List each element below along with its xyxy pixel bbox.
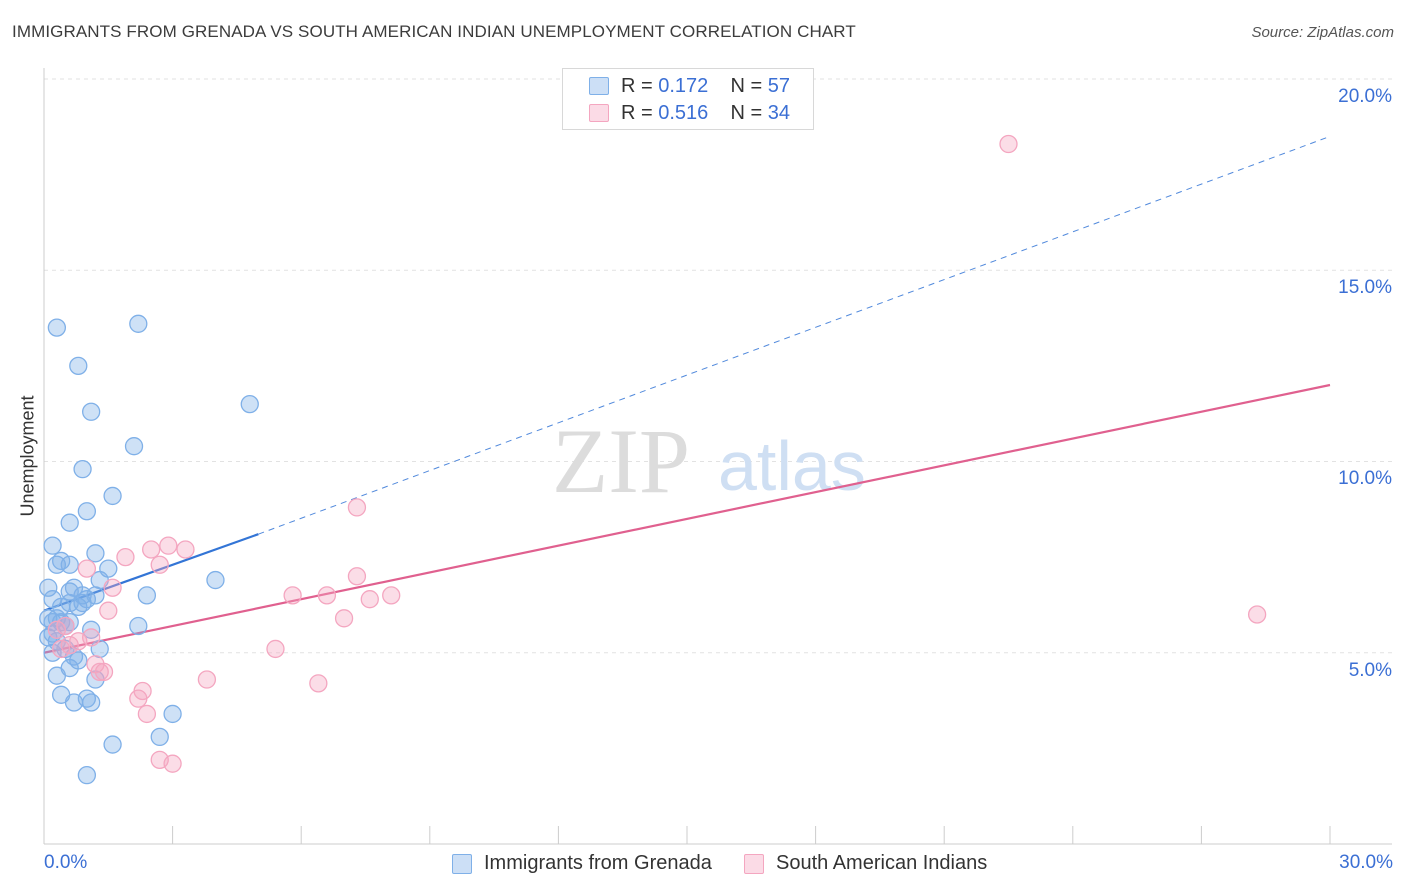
r-label: R =	[621, 75, 659, 97]
data-point-grenada	[69, 356, 88, 376]
data-point-south-american-indians	[56, 616, 75, 636]
data-point-south-american-indians	[1247, 605, 1267, 624]
bottom-legend-swatch-grenada	[452, 854, 472, 874]
data-point-south-american-indians	[197, 670, 217, 689]
data-point-south-american-indians	[176, 540, 195, 559]
data-point-grenada	[39, 578, 58, 597]
data-point-grenada	[82, 620, 101, 639]
data-point-south-american-indians	[137, 704, 157, 724]
bottom-legend-swatch-south-american-indians	[744, 854, 764, 874]
data-point-grenada	[103, 486, 122, 506]
data-point-grenada	[129, 314, 148, 333]
data-point-grenada	[163, 704, 182, 724]
data-point-south-american-indians	[163, 754, 182, 773]
data-point-south-american-indians	[94, 662, 114, 682]
data-point-grenada	[150, 727, 169, 747]
data-point-south-american-indians	[266, 639, 285, 659]
y-tick-label-5: 5.0%	[1348, 660, 1392, 681]
data-point-south-american-indians	[360, 590, 379, 609]
data-point-grenada	[73, 459, 92, 479]
data-point-grenada	[124, 437, 144, 456]
data-point-south-american-indians	[283, 586, 302, 605]
data-point-south-american-indians	[51, 639, 71, 659]
r-value-south-american-indians: 0.516	[658, 102, 709, 124]
watermark-zip: ZIP	[552, 410, 690, 512]
y-axis-label: Unemployment	[17, 395, 38, 517]
legend-swatch-grenada	[589, 77, 609, 95]
data-point-south-american-indians	[142, 540, 161, 559]
y-tick-label-10: 10.0%	[1338, 468, 1392, 489]
grid-lines	[44, 78, 1392, 654]
data-point-south-american-indians	[60, 635, 79, 655]
axes	[43, 68, 1392, 845]
data-point-south-american-indians	[334, 609, 354, 628]
data-point-south-american-indians	[347, 498, 367, 517]
data-point-grenada	[73, 586, 92, 605]
data-point-grenada	[82, 402, 101, 421]
scatter-points	[39, 134, 1267, 785]
n-label: N =	[730, 102, 768, 124]
watermark-atlas: atlas	[718, 427, 866, 505]
legend-stats-grenada: R = 0.172 N = 57	[621, 75, 790, 98]
data-point-south-american-indians	[309, 674, 328, 693]
data-point-south-american-indians	[99, 601, 118, 620]
data-point-south-american-indians	[347, 567, 367, 586]
n-value-south-american-indians: 34	[767, 102, 791, 124]
data-point-grenada	[60, 513, 79, 532]
data-point-grenada	[82, 693, 101, 712]
data-point-grenada	[240, 394, 259, 414]
trend-line-grenada-extrapolated	[258, 135, 1331, 535]
data-point-grenada	[77, 502, 97, 521]
legend-swatch-south-american-indians	[589, 104, 609, 122]
trend-line-south-american-indians	[43, 383, 1331, 654]
y-tick-label-15: 15.0%	[1338, 277, 1392, 298]
data-point-south-american-indians	[382, 586, 401, 605]
data-point-south-american-indians	[90, 662, 109, 682]
n-label: N =	[730, 75, 768, 97]
data-point-grenada	[47, 666, 67, 685]
chart-title: IMMIGRANTS FROM GRENADA VS SOUTH AMERICA…	[12, 22, 856, 41]
stats-legend: R = 0.172 N = 57 R = 0.516 N = 34	[562, 68, 814, 130]
bottom-legend-label-south-american-indians: South American Indians	[776, 852, 988, 874]
data-point-grenada	[43, 536, 62, 555]
data-point-grenada	[129, 616, 148, 636]
data-point-grenada	[86, 544, 105, 563]
legend-stats-south-american-indians: R = 0.516 N = 34	[621, 102, 790, 125]
data-point-grenada	[206, 570, 225, 590]
n-value-grenada: 57	[767, 75, 791, 97]
data-point-south-american-indians	[69, 632, 88, 651]
data-point-grenada	[103, 735, 122, 754]
data-point-south-american-indians	[77, 559, 97, 578]
data-point-south-american-indians	[159, 536, 178, 555]
data-point-south-american-indians	[150, 555, 169, 574]
data-point-south-american-indians	[129, 689, 148, 708]
data-point-south-american-indians	[103, 578, 122, 597]
data-point-grenada	[77, 766, 97, 785]
chart-source: Source: ZipAtlas.com	[1251, 24, 1394, 41]
data-point-south-american-indians	[47, 620, 67, 639]
data-point-grenada	[47, 318, 67, 337]
data-point-grenada	[137, 586, 157, 605]
data-point-south-american-indians	[116, 547, 135, 567]
data-point-grenada	[43, 643, 62, 662]
bottom-legend-label-grenada: Immigrants from Grenada	[484, 852, 712, 874]
data-point-south-american-indians	[999, 134, 1018, 154]
x-tick-label-min: 0.0%	[44, 852, 88, 873]
x-tick-label-max: 30.0%	[1339, 852, 1393, 873]
data-point-south-american-indians	[317, 586, 337, 605]
data-point-grenada	[60, 555, 79, 574]
data-point-grenada	[51, 551, 71, 571]
y-tick-label-20: 20.0%	[1338, 86, 1392, 107]
trend-lines	[43, 135, 1331, 654]
r-value-grenada: 0.172	[658, 75, 709, 97]
r-label: R =	[621, 102, 659, 124]
